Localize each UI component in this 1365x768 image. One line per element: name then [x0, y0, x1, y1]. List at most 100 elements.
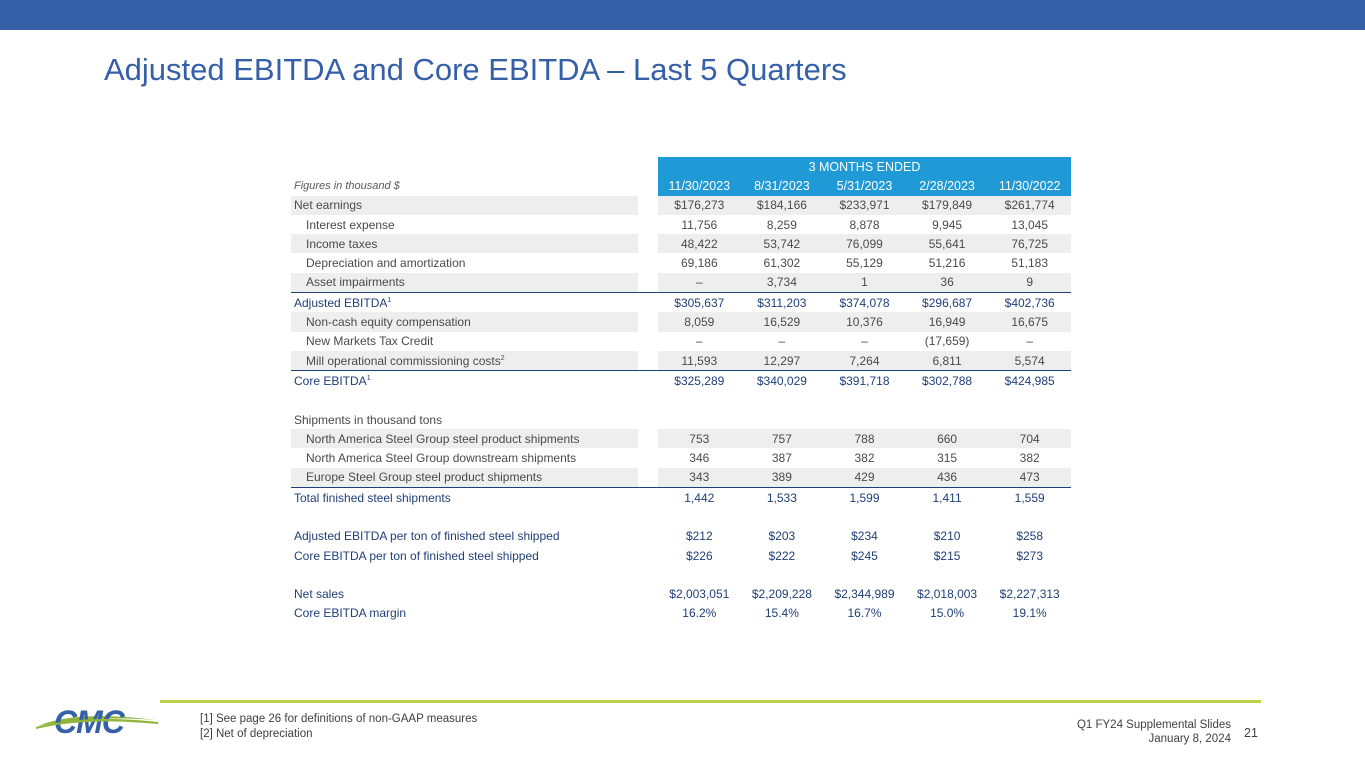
cell-value: 436 — [905, 467, 989, 488]
cell-value: 69,186 — [680, 256, 718, 271]
table-row: Mill operational commissioning costs2 11,… — [291, 350, 1071, 371]
cell-value: 1,533 — [740, 487, 824, 508]
cell-value — [741, 410, 824, 429]
column-header: 11/30/2022 — [988, 176, 1071, 196]
period-header: 3 MONTHS ENDED — [658, 157, 1071, 177]
cell-value: $2,018,003 — [917, 587, 978, 602]
page-number: 21 — [1244, 726, 1258, 740]
footer-divider — [160, 700, 1261, 703]
cell-value: 8,059 — [658, 312, 741, 332]
table-row: Total finished steel shipments 1,442 1,533… — [291, 487, 1071, 508]
cell-value: 16.7% — [847, 606, 882, 621]
column-header-row: Figures in thousand $ 11/30/2023 8/31/20… — [291, 176, 1071, 196]
cell-value: $203 — [768, 529, 796, 544]
table-row: Europe Steel Group steel product shipmen… — [291, 467, 1071, 488]
cell-value: 48,422 — [658, 234, 741, 254]
cell-value: 7,264 — [823, 350, 906, 371]
cell-value: $222 — [768, 548, 796, 563]
table-row: Depreciation and amortization 69,186 61,30… — [291, 253, 1071, 272]
cell-value: $184,166 — [740, 195, 824, 215]
cell-value: 788 — [823, 429, 906, 449]
row-label: Adjusted EBITDA1 — [291, 292, 638, 313]
period-header-row: 3 MONTHS ENDED — [291, 157, 1071, 177]
table-row: Core EBITDA1 $325,289 $340,029 $391,718 $302… — [291, 370, 1071, 391]
cell-value: 315 — [937, 451, 958, 466]
cell-value: $215 — [933, 548, 961, 563]
column-header: 2/28/2023 — [905, 176, 989, 196]
row-label: North America Steel Group downstream shi… — [306, 451, 577, 466]
cell-value: 1 — [823, 272, 906, 293]
cell-value: $273 — [1016, 548, 1044, 563]
row-label: Shipments in thousand tons — [294, 412, 443, 427]
row-label: Core EBITDA1 — [291, 370, 638, 391]
cell-value: 3,734 — [740, 272, 824, 293]
cell-value: 55,641 — [905, 234, 989, 254]
footnotes: [1] See page 26 for definitions of non-G… — [200, 712, 477, 742]
table-row: Non-cash equity compensation 8,059 16,529 1… — [291, 312, 1071, 332]
row-label: Income taxes — [291, 234, 638, 254]
row-label: Net earnings — [291, 195, 638, 215]
footnote-marker: 1 — [387, 296, 392, 304]
table-row: North America Steel Group steel product … — [291, 429, 1071, 449]
top-banner — [0, 0, 1365, 30]
cell-value: 660 — [905, 429, 989, 449]
ebitda-table: 3 MONTHS ENDED Figures in thousand $ 11/… — [291, 157, 1071, 623]
cell-value: $261,774 — [988, 195, 1071, 215]
cell-value: 8,259 — [766, 217, 797, 232]
row-label: Core EBITDA per ton of finished steel sh… — [294, 548, 539, 563]
cell-value: 382 — [1019, 451, 1040, 466]
cell-value: 19.1% — [1012, 606, 1047, 621]
cell-value: $391,718 — [823, 370, 906, 391]
cell-value: 13,045 — [1011, 217, 1049, 232]
footnote: [2] Net of depreciation — [200, 728, 313, 740]
cell-value: – — [695, 334, 703, 349]
cell-value: $2,209,228 — [751, 587, 812, 602]
footnote-marker: 2 — [500, 354, 505, 362]
cell-value: $226 — [685, 548, 713, 563]
cell-value: 389 — [740, 467, 824, 488]
table-row: Income taxes 48,422 53,742 76,099 55,641 76,7… — [291, 234, 1071, 254]
cell-value: 51,183 — [1011, 256, 1049, 271]
cell-value: – — [1026, 334, 1034, 349]
row-label: Net sales — [294, 587, 345, 602]
column-header: 11/30/2023 — [658, 176, 741, 196]
cell-value: 387 — [771, 451, 792, 466]
row-label: Non-cash equity compensation — [291, 312, 638, 332]
cell-value: $302,788 — [905, 370, 989, 391]
cell-value: 16,675 — [988, 312, 1071, 332]
table-row: Shipments in thousand tons — [291, 410, 1071, 429]
row-label: Adjusted EBITDA per ton of finished stee… — [294, 529, 560, 544]
cell-value: $340,029 — [740, 370, 824, 391]
cell-value: 1,559 — [988, 487, 1071, 508]
cell-value: 753 — [658, 429, 741, 449]
cell-value: $258 — [1016, 529, 1044, 544]
cell-value: 343 — [658, 467, 741, 488]
column-header: 5/31/2023 — [823, 176, 906, 196]
cell-value: 704 — [988, 429, 1071, 449]
cell-value: 1,442 — [658, 487, 741, 508]
cell-value: $179,849 — [905, 195, 989, 215]
cell-value: $2,227,313 — [999, 587, 1060, 602]
cell-value: 9,945 — [932, 217, 963, 232]
spacer-row — [291, 565, 1071, 584]
cell-value: – — [861, 334, 868, 349]
cell-value: 11,756 — [681, 217, 718, 232]
cell-value: $424,985 — [988, 370, 1071, 391]
cell-value: 8,878 — [849, 217, 880, 232]
cell-value: $176,273 — [658, 195, 741, 215]
footnote: [1] See page 26 for definitions of non-G… — [200, 713, 478, 725]
cell-value: $212 — [685, 529, 713, 544]
table-row: New Markets Tax Credit – – – (17,659) – — [291, 332, 1071, 351]
table-row: Net earnings $176,273 $184,166 $233,971 $179… — [291, 195, 1071, 215]
cell-value: $311,203 — [740, 292, 824, 313]
cell-value: $245 — [851, 548, 878, 563]
cell-value: 757 — [740, 429, 824, 449]
cell-value: $210 — [933, 529, 961, 544]
figures-unit-label: Figures in thousand $ — [294, 179, 400, 192]
cell-value: $402,736 — [988, 292, 1071, 313]
row-label: Interest expense — [306, 217, 395, 232]
cell-value — [906, 410, 989, 429]
cell-value: 9 — [988, 272, 1071, 293]
row-label: Asset impairments — [291, 272, 638, 293]
cell-value: 10,376 — [823, 312, 906, 332]
